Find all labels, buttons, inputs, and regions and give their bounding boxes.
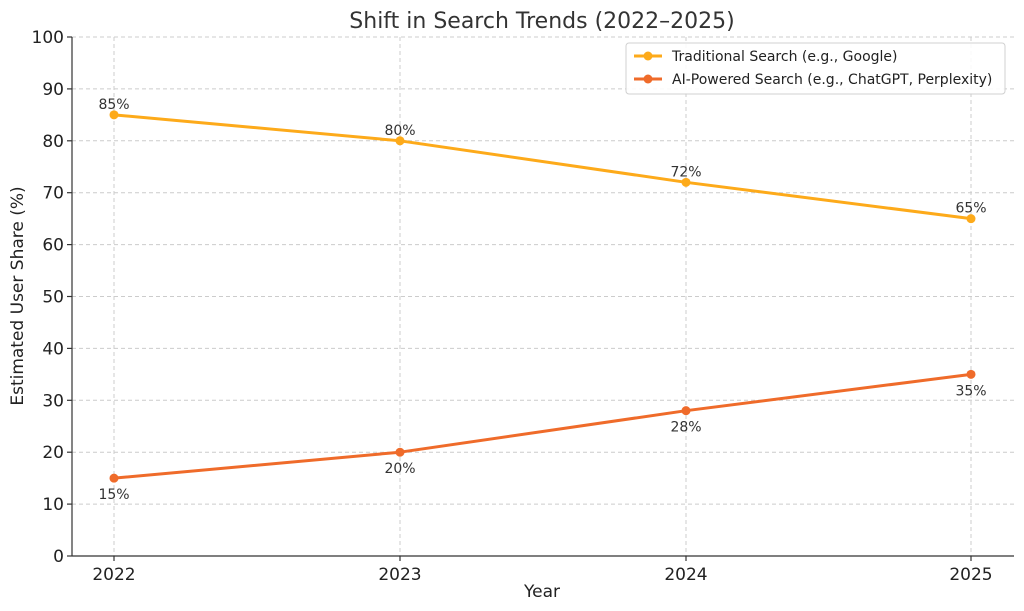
y-tick-label: 30 [42,391,64,411]
axes [67,36,1014,561]
x-tick-label: 2025 [949,565,992,585]
data-point [395,136,405,146]
data-point [109,473,119,483]
legend-label: Traditional Search (e.g., Google) [671,49,897,65]
data-label: 80% [384,123,415,139]
y-tick-label: 90 [42,80,64,100]
data-label: 20% [384,461,415,477]
y-tick-label: 80 [42,132,64,152]
y-tick-label: 20 [42,443,64,463]
data-point [109,110,119,120]
legend-marker [643,51,653,61]
data-point [681,177,691,187]
y-tick-label: 100 [32,28,64,48]
y-axis-label: Estimated User Share (%) [8,186,28,405]
data-point [395,447,405,457]
series-line-1 [113,372,972,480]
data-label: 15% [98,487,129,503]
tick-labels: 0 10 20 30 40 50 60 70 80 90 100 2022 2023 2024 2025 [32,28,993,585]
data-label: 28% [670,420,701,436]
data-label: 35% [955,383,986,399]
y-tick-label: 70 [42,184,64,204]
y-tick-label: 50 [42,288,64,308]
data-label: 65% [955,201,986,217]
grid [72,36,1014,557]
data-point [681,406,691,416]
legend-box [625,42,1006,95]
y-tick-label: 0 [53,547,64,567]
x-axis-label: Year [523,582,560,602]
y-tick-label: 60 [42,236,64,256]
data-label: 85% [98,97,129,113]
series [109,110,976,483]
series-line-0 [113,113,972,221]
chart-title: Shift in Search Trends (2022–2025) [349,9,734,34]
x-tick-label: 2023 [378,565,421,585]
x-tick-label: 2024 [664,565,707,585]
legend-marker [643,74,653,84]
y-tick-label: 40 [42,339,64,359]
data-point [966,369,976,379]
data-labels: 85% 80% 72% 65% 15% 20% 28% 35% [98,97,986,503]
x-tick-label: 2022 [92,565,135,585]
legend-label: AI-Powered Search (e.g., ChatGPT, Perple… [672,72,992,88]
legend: Traditional Search (e.g., Google) AI-Powe… [625,42,1006,95]
data-point [966,214,976,224]
y-tick-label: 10 [42,495,64,515]
data-label: 72% [670,164,701,180]
